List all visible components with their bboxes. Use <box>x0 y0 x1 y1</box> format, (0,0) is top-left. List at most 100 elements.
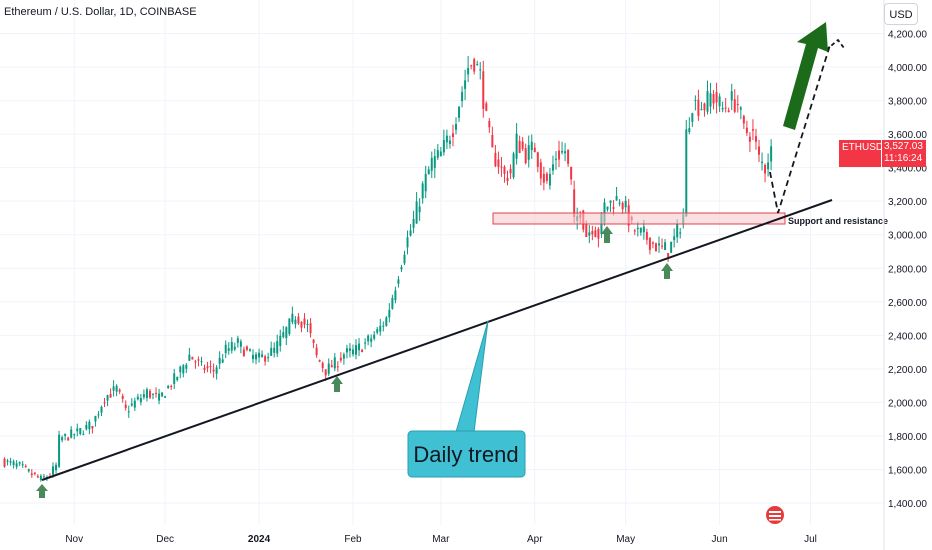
candle-body <box>306 324 309 326</box>
candle-body <box>9 461 12 463</box>
candle-body <box>382 325 385 327</box>
candle-body <box>112 386 115 391</box>
candle-body <box>267 357 270 359</box>
candle-body <box>530 141 533 151</box>
candle-body <box>103 402 106 404</box>
candle-body <box>24 466 27 468</box>
candle-body <box>645 232 648 240</box>
candle-body <box>515 133 518 159</box>
candle-body <box>461 92 464 102</box>
chart-title: Ethereum / U.S. Dollar, 1D, COINBASE <box>4 6 197 18</box>
candle-body <box>364 342 367 344</box>
candle-body <box>436 149 439 158</box>
candle-body <box>251 354 254 360</box>
candle-body <box>276 341 279 354</box>
candle-body <box>215 367 218 374</box>
candle-body <box>521 141 524 149</box>
price-axis[interactable]: 1,400.00 1,600.00 1,800.00 2,000.00 2,200.00… <box>888 30 927 511</box>
candle-body <box>642 226 645 233</box>
candle-body <box>479 69 482 71</box>
candle-body <box>394 290 397 301</box>
candle-body <box>18 462 21 464</box>
x-tick-label: Nov <box>65 534 83 545</box>
candle-body <box>458 106 461 118</box>
candle-body <box>761 161 764 163</box>
candle-body <box>597 228 600 239</box>
candle-body <box>548 173 551 186</box>
candle-body <box>470 65 473 67</box>
candle-body <box>403 254 406 264</box>
candle-body <box>91 425 94 429</box>
candle-body <box>621 202 624 210</box>
candle-body <box>439 151 442 157</box>
candle-body <box>121 395 124 399</box>
candle-body <box>355 345 358 355</box>
candle-body <box>203 367 206 370</box>
candle-body <box>736 103 739 106</box>
candle-body <box>442 140 445 153</box>
candle-body <box>258 352 261 358</box>
candle-body <box>688 128 691 133</box>
candle-body <box>554 158 557 160</box>
candle-body <box>291 313 294 323</box>
candle-body <box>742 115 745 124</box>
candle-body <box>500 166 503 168</box>
candle-body <box>451 133 454 138</box>
candle-body <box>188 354 191 361</box>
candle-body <box>767 162 770 170</box>
price-tag-values: 3,527.03 11:16:24 <box>882 140 926 167</box>
candle-body <box>345 348 348 353</box>
candle-body <box>524 148 527 164</box>
y-tick-label: 2,600.00 <box>888 298 927 309</box>
candle-body <box>61 437 64 441</box>
candle-body <box>567 149 570 164</box>
candle-body <box>12 461 15 466</box>
candle-body <box>615 196 618 201</box>
candle-body <box>242 349 245 357</box>
candle-body <box>427 169 430 175</box>
candle-body <box>115 385 118 392</box>
candle-body <box>348 348 351 351</box>
candle-body <box>509 168 512 174</box>
candle-body <box>176 376 179 381</box>
candle-body <box>651 242 654 244</box>
candle-body <box>433 156 436 168</box>
candle-body <box>6 460 9 462</box>
candle-body <box>512 153 515 178</box>
candle-body <box>558 150 561 160</box>
y-tick-label: 2,200.00 <box>888 365 927 376</box>
candle-body <box>282 332 285 338</box>
candle-body <box>700 109 703 111</box>
candle-body <box>358 343 361 351</box>
candle-body <box>209 366 212 368</box>
candle-body <box>55 464 58 471</box>
candle-body <box>342 354 345 359</box>
candle-body <box>218 357 221 364</box>
candle-body <box>636 227 639 230</box>
candle-body <box>551 164 554 171</box>
candle-body <box>197 359 200 361</box>
candle-body <box>476 63 479 65</box>
candle-body <box>167 386 170 389</box>
candle-body <box>148 390 151 398</box>
time-axis[interactable]: Nov Dec 2024 Feb Mar Apr May Jun Jul <box>65 0 885 550</box>
candle-body <box>715 92 718 103</box>
candle-body <box>503 166 506 174</box>
candle-body <box>145 389 148 399</box>
candle-body <box>388 309 391 318</box>
candle-body <box>155 392 158 394</box>
price-tag-symbol: ETHUSD <box>842 142 884 153</box>
candle-body <box>136 396 139 400</box>
candle-body <box>764 164 767 174</box>
currency-button[interactable]: USD <box>884 3 918 25</box>
candle-body <box>76 428 79 432</box>
candle-body <box>570 166 573 180</box>
candle-body <box>3 458 6 467</box>
candle-body <box>285 327 288 339</box>
candle-body <box>754 136 757 142</box>
candle-body <box>273 347 276 353</box>
candle-body <box>527 145 530 160</box>
bounce-marker-4 <box>661 263 673 279</box>
candle-body <box>109 393 112 398</box>
